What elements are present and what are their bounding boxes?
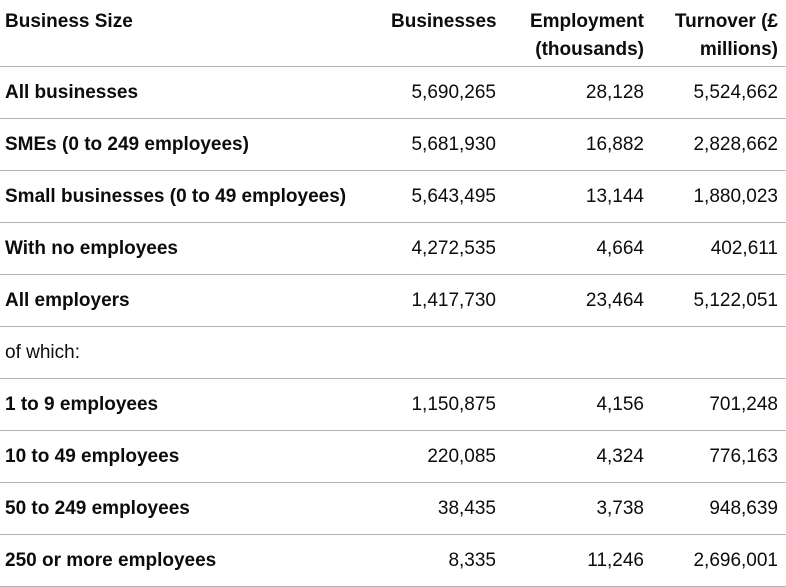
employment-cell: 13,144: [504, 170, 652, 223]
businesses-cell: 8,335: [386, 534, 504, 587]
employment-cell: 23,464: [504, 274, 652, 327]
turnover-cell: [652, 326, 786, 379]
table-row: All employers 1,417,730 23,464 5,122,051: [0, 274, 786, 327]
turnover-cell: 5,122,051: [652, 274, 786, 327]
turnover-cell: 948,639: [652, 482, 786, 535]
row-label: With no employees: [0, 222, 386, 275]
table-row-subheading: of which:: [0, 326, 786, 379]
employment-cell: 11,246: [504, 534, 652, 587]
row-label: 50 to 249 employees: [0, 482, 386, 535]
table-row: Small businesses (0 to 49 employees) 5,6…: [0, 170, 786, 223]
turnover-cell: 701,248: [652, 378, 786, 431]
businesses-cell: 1,150,875: [386, 378, 504, 431]
table-row: 10 to 49 employees 220,085 4,324 776,163: [0, 430, 786, 483]
turnover-cell: 2,828,662: [652, 118, 786, 171]
row-label: Small businesses (0 to 49 employees): [0, 170, 386, 223]
row-label: SMEs (0 to 249 employees): [0, 118, 386, 171]
businesses-cell: [386, 326, 504, 379]
employment-cell: 4,664: [504, 222, 652, 275]
turnover-cell: 1,880,023: [652, 170, 786, 223]
table-row: With no employees 4,272,535 4,664 402,61…: [0, 222, 786, 275]
row-label: 10 to 49 employees: [0, 430, 386, 483]
table-row: 1 to 9 employees 1,150,875 4,156 701,248: [0, 378, 786, 431]
businesses-cell: 1,417,730: [386, 274, 504, 327]
row-label: of which:: [0, 326, 386, 379]
table-row: All businesses 5,690,265 28,128 5,524,66…: [0, 66, 786, 119]
employment-cell: 16,882: [504, 118, 652, 171]
businesses-cell: 220,085: [386, 430, 504, 483]
turnover-cell: 2,696,001: [652, 534, 786, 587]
employment-cell: 3,738: [504, 482, 652, 535]
businesses-cell: 5,681,930: [386, 118, 504, 171]
table-row: SMEs (0 to 249 employees) 5,681,930 16,8…: [0, 118, 786, 171]
row-label: 250 or more employees: [0, 534, 386, 587]
businesses-cell: 4,272,535: [386, 222, 504, 275]
employment-cell: 4,156: [504, 378, 652, 431]
businesses-cell: 38,435: [386, 482, 504, 535]
businesses-cell: 5,690,265: [386, 66, 504, 119]
column-header-businesses: Businesses: [386, 0, 504, 67]
row-label: All businesses: [0, 66, 386, 119]
businesses-cell: 5,643,495: [386, 170, 504, 223]
table-header-row: Business Size Businesses Employment (tho…: [0, 0, 786, 67]
turnover-cell: 776,163: [652, 430, 786, 483]
row-label: 1 to 9 employees: [0, 378, 386, 431]
table-row: 50 to 249 employees 38,435 3,738 948,639: [0, 482, 786, 535]
row-label: All employers: [0, 274, 386, 327]
table-row: 250 or more employees 8,335 11,246 2,696…: [0, 534, 786, 587]
turnover-cell: 402,611: [652, 222, 786, 275]
column-header-employment: Employment (thousands): [504, 0, 652, 67]
employment-cell: 28,128: [504, 66, 652, 119]
employment-cell: 4,324: [504, 430, 652, 483]
employment-cell: [504, 326, 652, 379]
column-header-business-size: Business Size: [0, 0, 386, 67]
turnover-cell: 5,524,662: [652, 66, 786, 119]
column-header-turnover: Turnover (£ millions): [652, 0, 786, 67]
